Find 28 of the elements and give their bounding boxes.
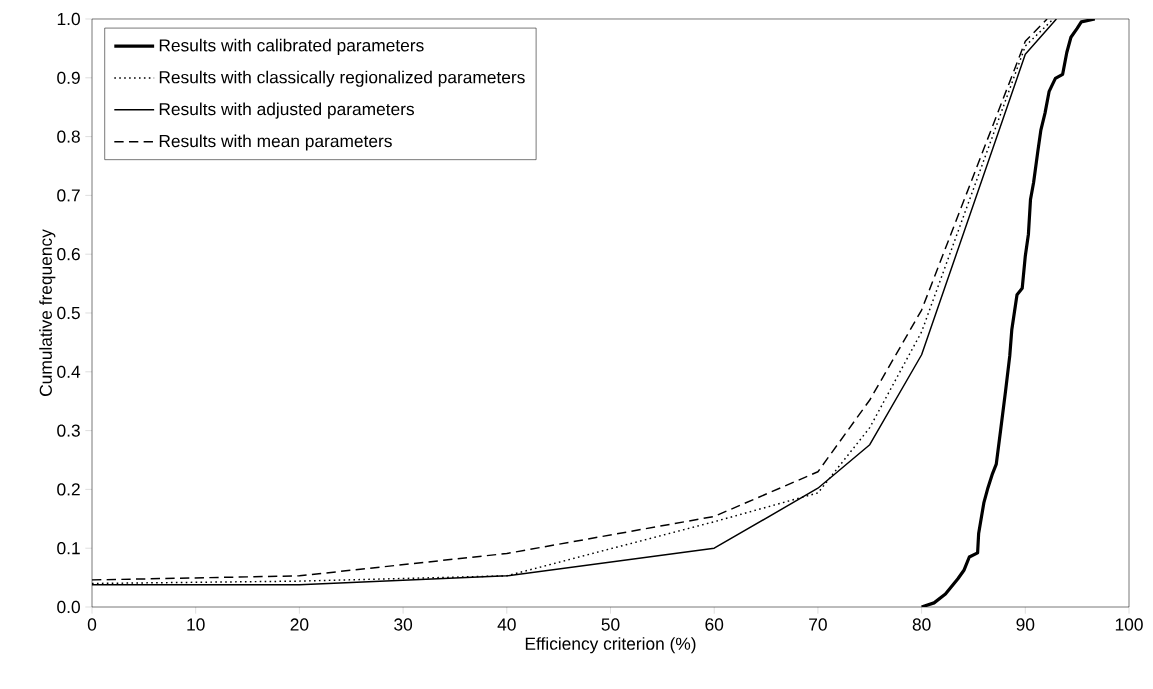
legend-label: Results with classically regionalized parameters — [159, 70, 525, 87]
y-tick-label: 0.5 — [57, 306, 80, 320]
y-tick-label: 0.0 — [57, 600, 80, 614]
y-tick-label: 0.1 — [57, 542, 80, 555]
x-tick-label: 50 — [601, 618, 620, 631]
x-tick-label: 70 — [809, 618, 827, 631]
y-tick-label: 0.8 — [57, 130, 80, 143]
x-tick-label: 100 — [1115, 618, 1143, 631]
x-axis-title: Efficiency criterion (%) — [525, 637, 696, 654]
x-tick-label: 10 — [187, 618, 205, 631]
legend-label: Results with mean parameters — [159, 134, 392, 151]
x-tick-label: 20 — [290, 618, 309, 631]
y-tick-label: 0.6 — [57, 248, 80, 261]
x-tick-label: 40 — [497, 618, 516, 631]
legend-label: Results with adjusted parameters — [159, 102, 415, 119]
y-tick-label: 0.3 — [57, 424, 80, 437]
legend-label: Results with calibrated parameters — [159, 38, 424, 55]
y-tick-label: 0.7 — [57, 189, 80, 202]
y-axis-title: Cumulative frequency — [39, 229, 56, 396]
x-tick-label: 0 — [87, 618, 97, 631]
x-tick-label: 90 — [1016, 618, 1035, 631]
x-tick-label: 60 — [705, 618, 724, 631]
y-tick-label: 0.9 — [57, 71, 80, 84]
x-tick-label: 30 — [394, 618, 413, 631]
y-tick-label: 0.2 — [57, 483, 80, 496]
y-tick-label: 0.4 — [57, 365, 81, 378]
y-tick-label: 1.0 — [57, 12, 80, 26]
x-tick-label: 80 — [912, 618, 931, 631]
